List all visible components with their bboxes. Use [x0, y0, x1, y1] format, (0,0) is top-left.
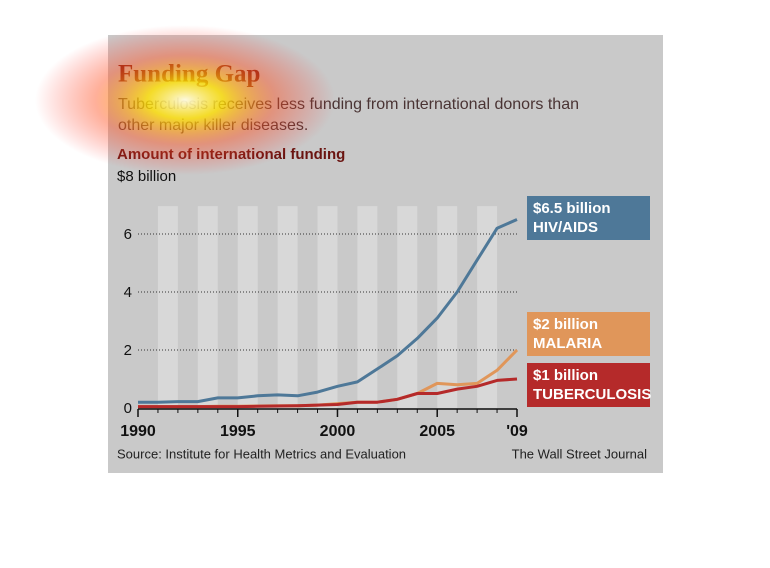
year-stripe: [317, 206, 338, 408]
x-tick-label: 2005: [419, 423, 455, 440]
legend-value: $2 billion: [533, 316, 598, 333]
plot-area: [138, 206, 519, 409]
source-note: Source: Institute for Health Metrics and…: [117, 446, 406, 461]
y-tick-label: 2: [124, 342, 132, 359]
year-stripe: [477, 206, 498, 408]
year-stripe: [157, 206, 178, 408]
legend-value: $6.5 billion: [533, 200, 611, 217]
x-tick-label: '09: [506, 423, 528, 440]
year-stripe: [237, 206, 258, 408]
credit: The Wall Street Journal: [512, 446, 647, 461]
legend-value: $1 billion: [533, 367, 598, 384]
year-stripe: [277, 206, 298, 408]
y-tick-label: 4: [124, 284, 132, 301]
series-line: [138, 218, 518, 404]
x-tick-label: 1995: [220, 423, 256, 440]
legend-label: MALARIA: [533, 335, 602, 352]
series-line: [138, 377, 518, 409]
legend-label: HIV/AIDS: [533, 219, 598, 236]
year-stripe: [397, 206, 418, 408]
x-tick-label: 1990: [120, 423, 156, 440]
x-tick-label: 2000: [320, 423, 356, 440]
legend-label: TUBERCULOSIS: [533, 386, 651, 403]
y-tick-label: 0: [124, 400, 132, 417]
chart-subtitle: Tuberculosis receives less funding from …: [118, 96, 579, 134]
y-tick-label: 6: [124, 226, 132, 243]
legend-box: [527, 312, 650, 356]
year-stripe: [197, 206, 218, 408]
subtitle-box: Tuberculosis receives less funding from …: [118, 96, 579, 134]
y-tick-label: $8 billion: [117, 168, 176, 185]
legend-box: [527, 196, 650, 240]
year-stripe: [357, 206, 378, 408]
legend-box: [527, 363, 650, 407]
y-axis-title: Amount of international funding: [117, 146, 345, 163]
chart-title: Funding Gap: [118, 61, 260, 88]
